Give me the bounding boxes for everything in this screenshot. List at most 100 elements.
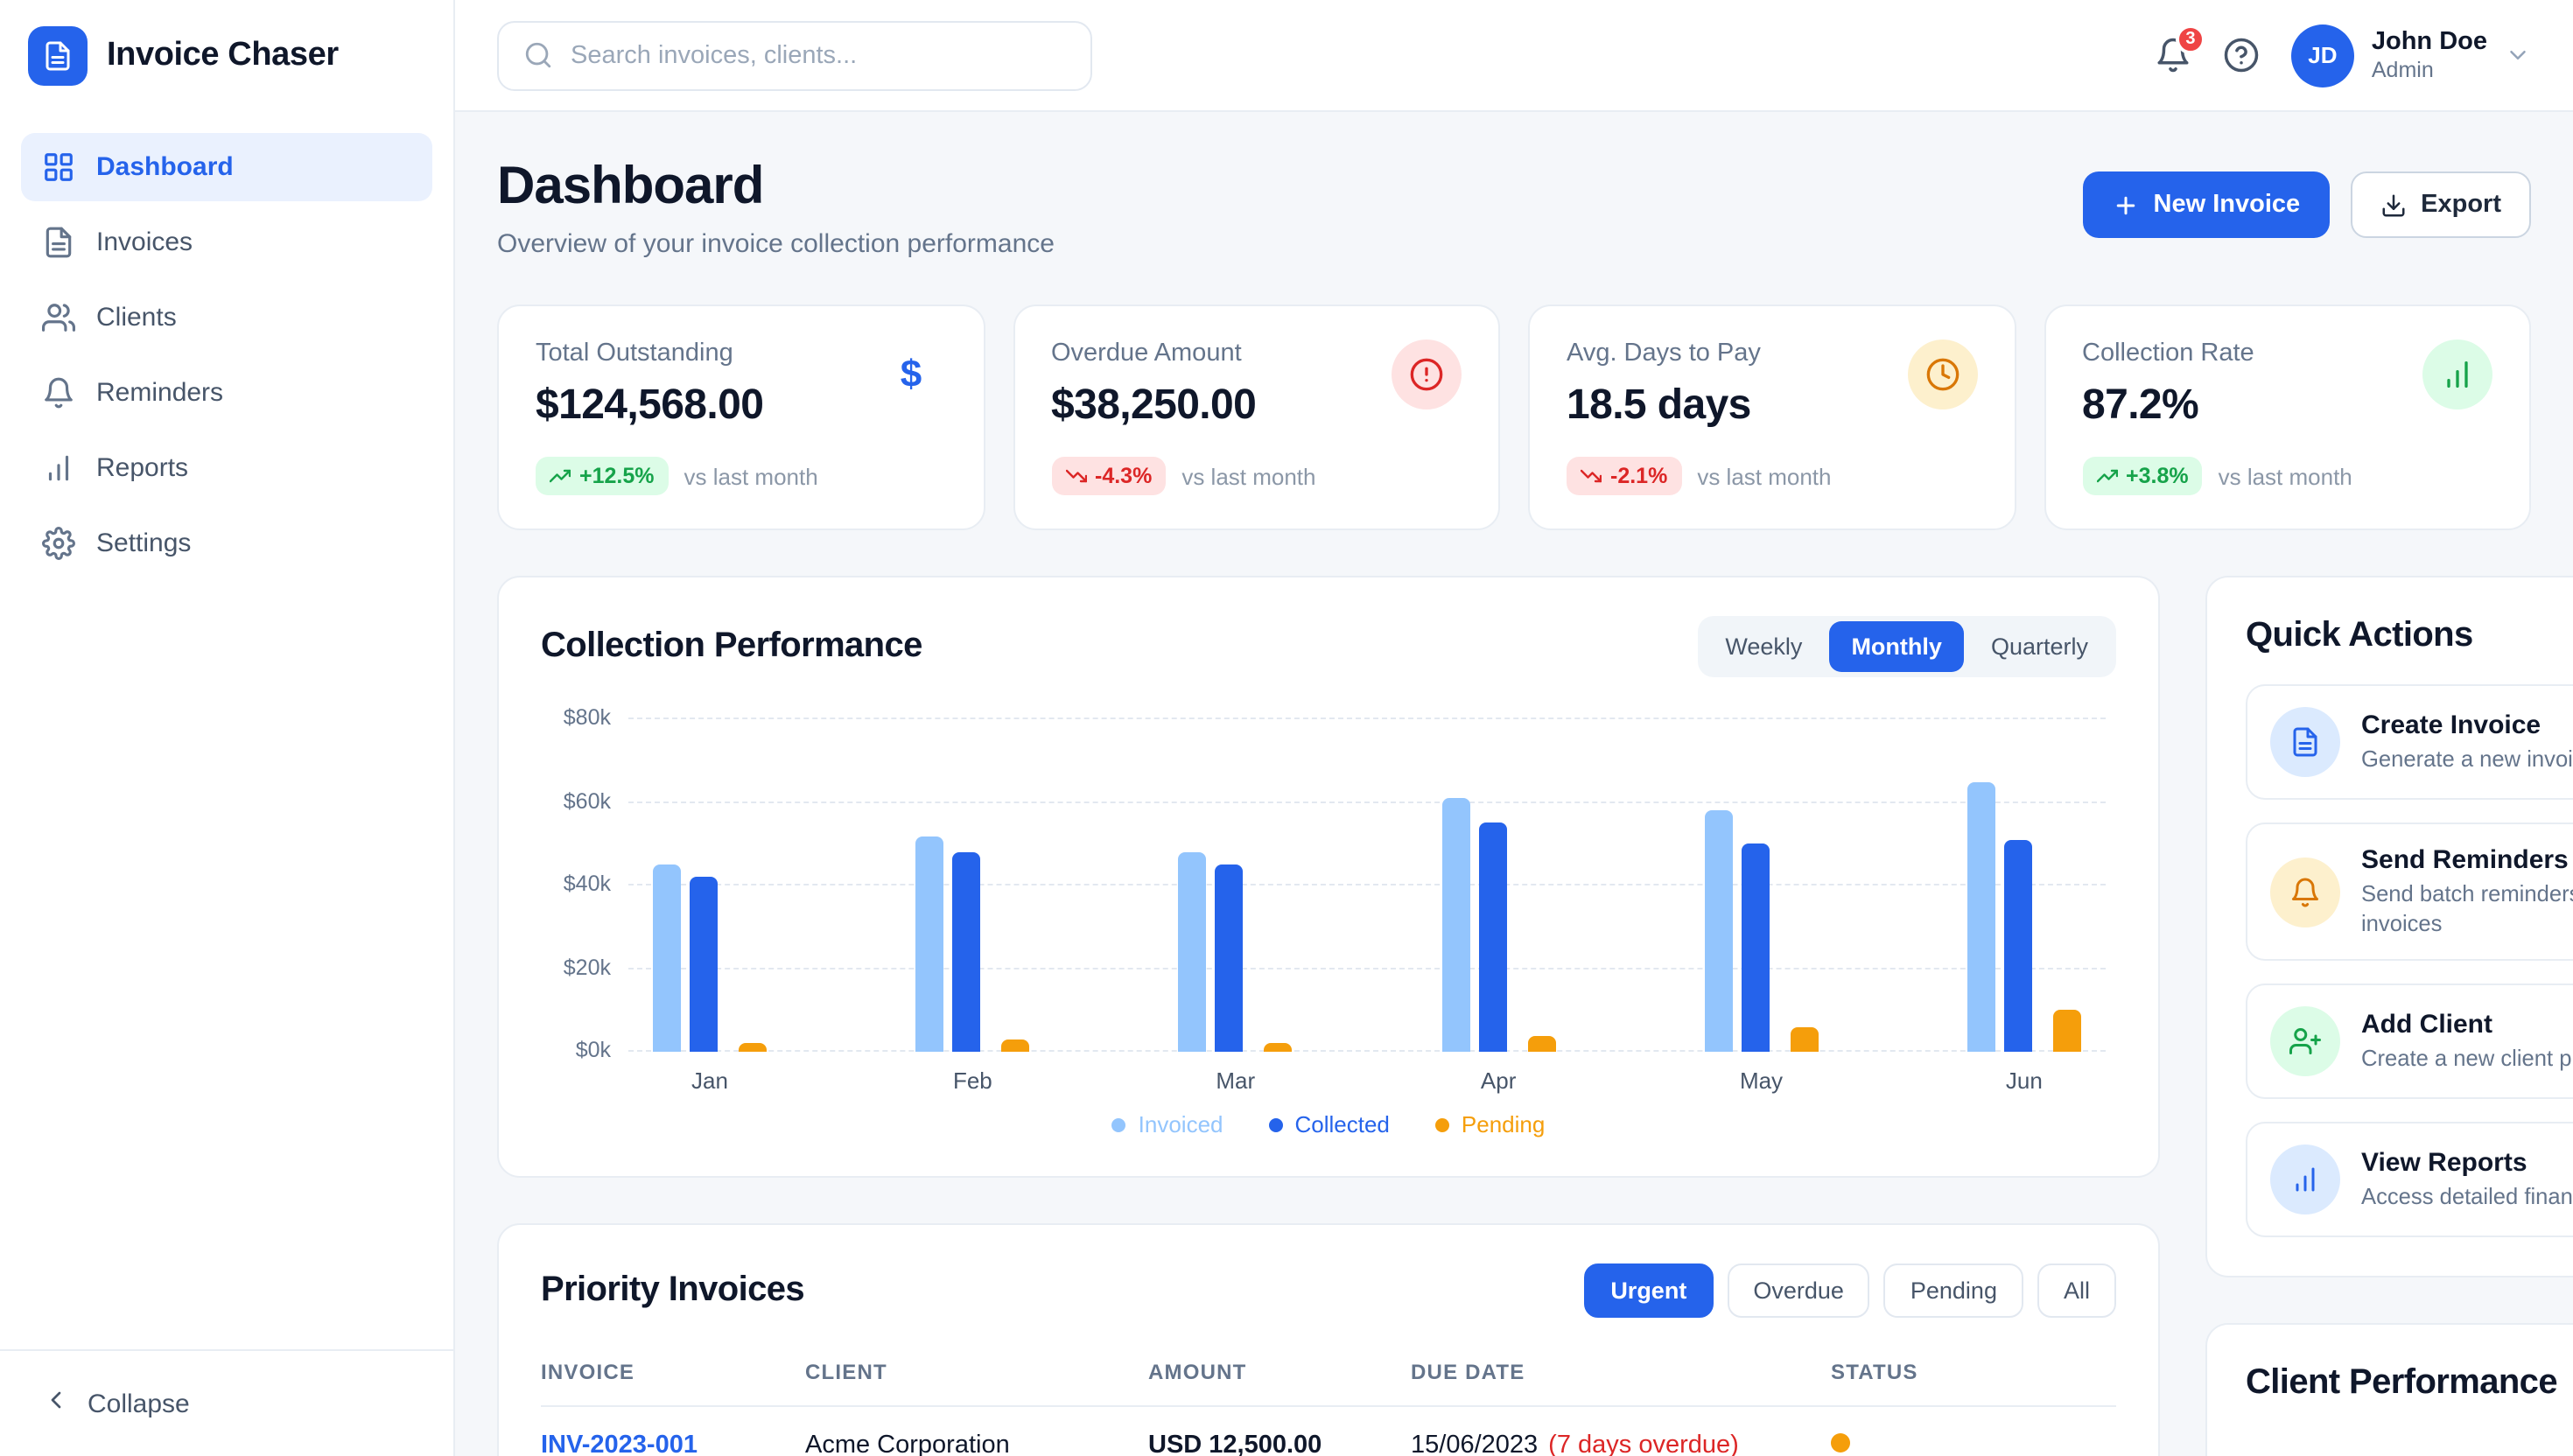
bar-invoiced-jun <box>1967 781 1995 1052</box>
bar-invoiced-jan <box>653 864 681 1052</box>
quick-action-send-reminders[interactable]: Send Reminders Send batch reminders for … <box>2246 822 2573 962</box>
user-menu[interactable]: JD John Doe Admin <box>2290 24 2531 87</box>
quick-actions-title: Quick Actions <box>2246 616 2473 654</box>
invoices-icon <box>42 226 75 259</box>
chevron-down-icon <box>2505 42 2531 68</box>
delta-badge: -2.1% <box>1567 457 1682 495</box>
sidebar-collapse-button[interactable]: Collapse <box>0 1349 453 1456</box>
sidebar-item-dashboard[interactable]: Dashboard <box>21 133 432 201</box>
chart-plot: $0k $20k $40k $60k $80k Jan Feb Mar Apr May Jun <box>564 705 2106 1094</box>
topbar-right: 3 JD John Doe Admin <box>2155 24 2531 87</box>
y-axis-tick: $0k <box>575 1038 611 1062</box>
invoice-number-link[interactable]: INV-2023-001 <box>541 1432 698 1456</box>
chart-title: Collection Performance <box>541 626 922 665</box>
table-row[interactable]: INV-2023-001 Acme Corporation USD 12,500… <box>541 1406 2116 1456</box>
column-header-invoice[interactable]: Invoice <box>541 1346 805 1407</box>
trending-up-icon <box>2096 469 2117 483</box>
sidebar-item-invoices[interactable]: Invoices <box>21 208 432 276</box>
stat-value: $38,250.00 <box>1051 382 1257 429</box>
help-button[interactable] <box>2223 37 2260 74</box>
range-monthly-button[interactable]: Monthly <box>1828 621 1965 672</box>
quick-action-create-invoice[interactable]: Create Invoice Generate a new invoice fo… <box>2246 684 2573 800</box>
filter-all-button[interactable]: All <box>2037 1264 2116 1318</box>
bar-invoiced-may <box>1704 810 1733 1052</box>
overdue-note: (7 days overdue) <box>1548 1432 1739 1456</box>
clients-icon <box>42 301 75 334</box>
delta-badge: +3.8% <box>2082 457 2203 495</box>
gridline: $0k <box>576 1038 2106 1062</box>
stat-value: $124,568.00 <box>536 382 764 429</box>
x-axis-label: Apr <box>1480 1068 1517 1094</box>
delta-badge: +12.5% <box>536 457 669 495</box>
notifications-button[interactable]: 3 <box>2155 24 2205 74</box>
quick-action-view-reports[interactable]: View Reports Access detailed financial r… <box>2246 1122 2573 1238</box>
app-title: Invoice Chaser <box>107 37 339 74</box>
client-name-cell: Acme Corporation <box>805 1432 1010 1456</box>
filter-urgent-button[interactable]: Urgent <box>1584 1264 1714 1318</box>
invoices-table: Invoice Client Amount Due Date Status IN… <box>541 1346 2116 1456</box>
search-input[interactable] <box>571 41 1066 69</box>
bar-pending-may <box>1790 1026 1819 1052</box>
sidebar-item-label: Reminders <box>96 378 224 408</box>
sidebar-item-clients[interactable]: Clients <box>21 284 432 352</box>
filter-overdue-button[interactable]: Overdue <box>1727 1264 1870 1318</box>
gridline: $40k <box>564 872 2106 896</box>
bar-group-apr: Apr <box>1441 719 1556 1094</box>
sidebar-item-reminders[interactable]: Reminders <box>21 359 432 427</box>
clock-icon <box>1907 340 1977 410</box>
main: Dashboard Overview of your invoice colle… <box>455 112 2573 1456</box>
bar-collected-jan <box>690 877 718 1052</box>
new-invoice-button[interactable]: New Invoice <box>2083 172 2331 238</box>
sidebar-item-settings[interactable]: Settings <box>21 509 432 578</box>
stat-label: Overdue Amount <box>1051 340 1242 368</box>
x-axis-label: May <box>1739 1068 1784 1094</box>
dashboard-icon <box>42 150 75 184</box>
quick-action-subtitle: Send batch reminders for overdue invoice… <box>2361 880 2573 936</box>
column-header-due-date[interactable]: Due Date <box>1411 1346 1831 1407</box>
column-header-amount[interactable]: Amount <box>1148 1346 1411 1407</box>
new-invoice-label: New Invoice <box>2153 191 2301 219</box>
due-date-cell: 15/06/2023 (7 days overdue) <box>1411 1406 1831 1456</box>
quick-action-add-client[interactable]: Add Client Create a new client profile <box>2246 984 2573 1100</box>
export-button[interactable]: Export <box>2351 172 2531 238</box>
sidebar-item-reports[interactable]: Reports <box>21 434 432 502</box>
range-weekly-button[interactable]: Weekly <box>1702 621 1825 672</box>
trending-down-icon <box>1581 469 1602 483</box>
priority-filters: Urgent Overdue Pending All <box>1584 1264 2116 1318</box>
download-icon <box>2380 192 2407 218</box>
stat-card-collection-rate: Collection Rate 87.2% +3.8% vs last mont… <box>2044 304 2531 530</box>
stat-label: Avg. Days to Pay <box>1567 340 1761 368</box>
x-axis-label: Mar <box>1216 1068 1256 1094</box>
collapse-label: Collapse <box>88 1389 190 1418</box>
stat-note: vs last month <box>1181 463 1316 489</box>
stat-card-avg-days-to-pay: Avg. Days to Pay 18.5 days -2.1% vs last… <box>1528 304 2016 530</box>
app-logo-icon <box>28 26 88 86</box>
sidebar-item-label: Settings <box>96 528 192 558</box>
quick-action-subtitle: Create a new client profile <box>2361 1044 2573 1071</box>
export-label: Export <box>2421 191 2501 219</box>
bar-invoiced-mar <box>1178 852 1207 1052</box>
stat-note: vs last month <box>1697 463 1832 489</box>
content-area: 3 JD John Doe Admin Dashboa <box>455 0 2573 1456</box>
filter-pending-button[interactable]: Pending <box>1883 1264 2023 1318</box>
range-quarterly-button[interactable]: Quarterly <box>1968 621 2111 672</box>
alert-circle-icon <box>1392 340 1462 410</box>
sidebar-nav: Dashboard Invoices Clients Reminders Rep… <box>0 112 453 1349</box>
bar-pending-jan <box>739 1043 767 1052</box>
chart-legend: Invoiced Collected Pending <box>541 1111 2116 1138</box>
y-axis-tick: $20k <box>563 955 611 979</box>
y-axis-tick: $40k <box>563 872 611 896</box>
page-title: Dashboard <box>497 158 764 215</box>
topbar: 3 JD John Doe Admin <box>455 0 2573 112</box>
bar-invoiced-apr <box>1441 798 1470 1052</box>
column-header-client[interactable]: Client <box>805 1346 1148 1407</box>
dashboard-grid: Collection Performance Weekly Monthly Qu… <box>497 576 2573 1456</box>
bar-pending-apr <box>1527 1035 1556 1052</box>
collection-performance-card: Collection Performance Weekly Monthly Qu… <box>497 576 2160 1178</box>
bell-icon <box>2270 857 2340 928</box>
column-header-status[interactable]: Status <box>1831 1346 2116 1407</box>
bar-group-may: May <box>1704 719 1819 1094</box>
bar-group-mar: Mar <box>1178 719 1293 1094</box>
global-search[interactable] <box>497 20 1092 90</box>
